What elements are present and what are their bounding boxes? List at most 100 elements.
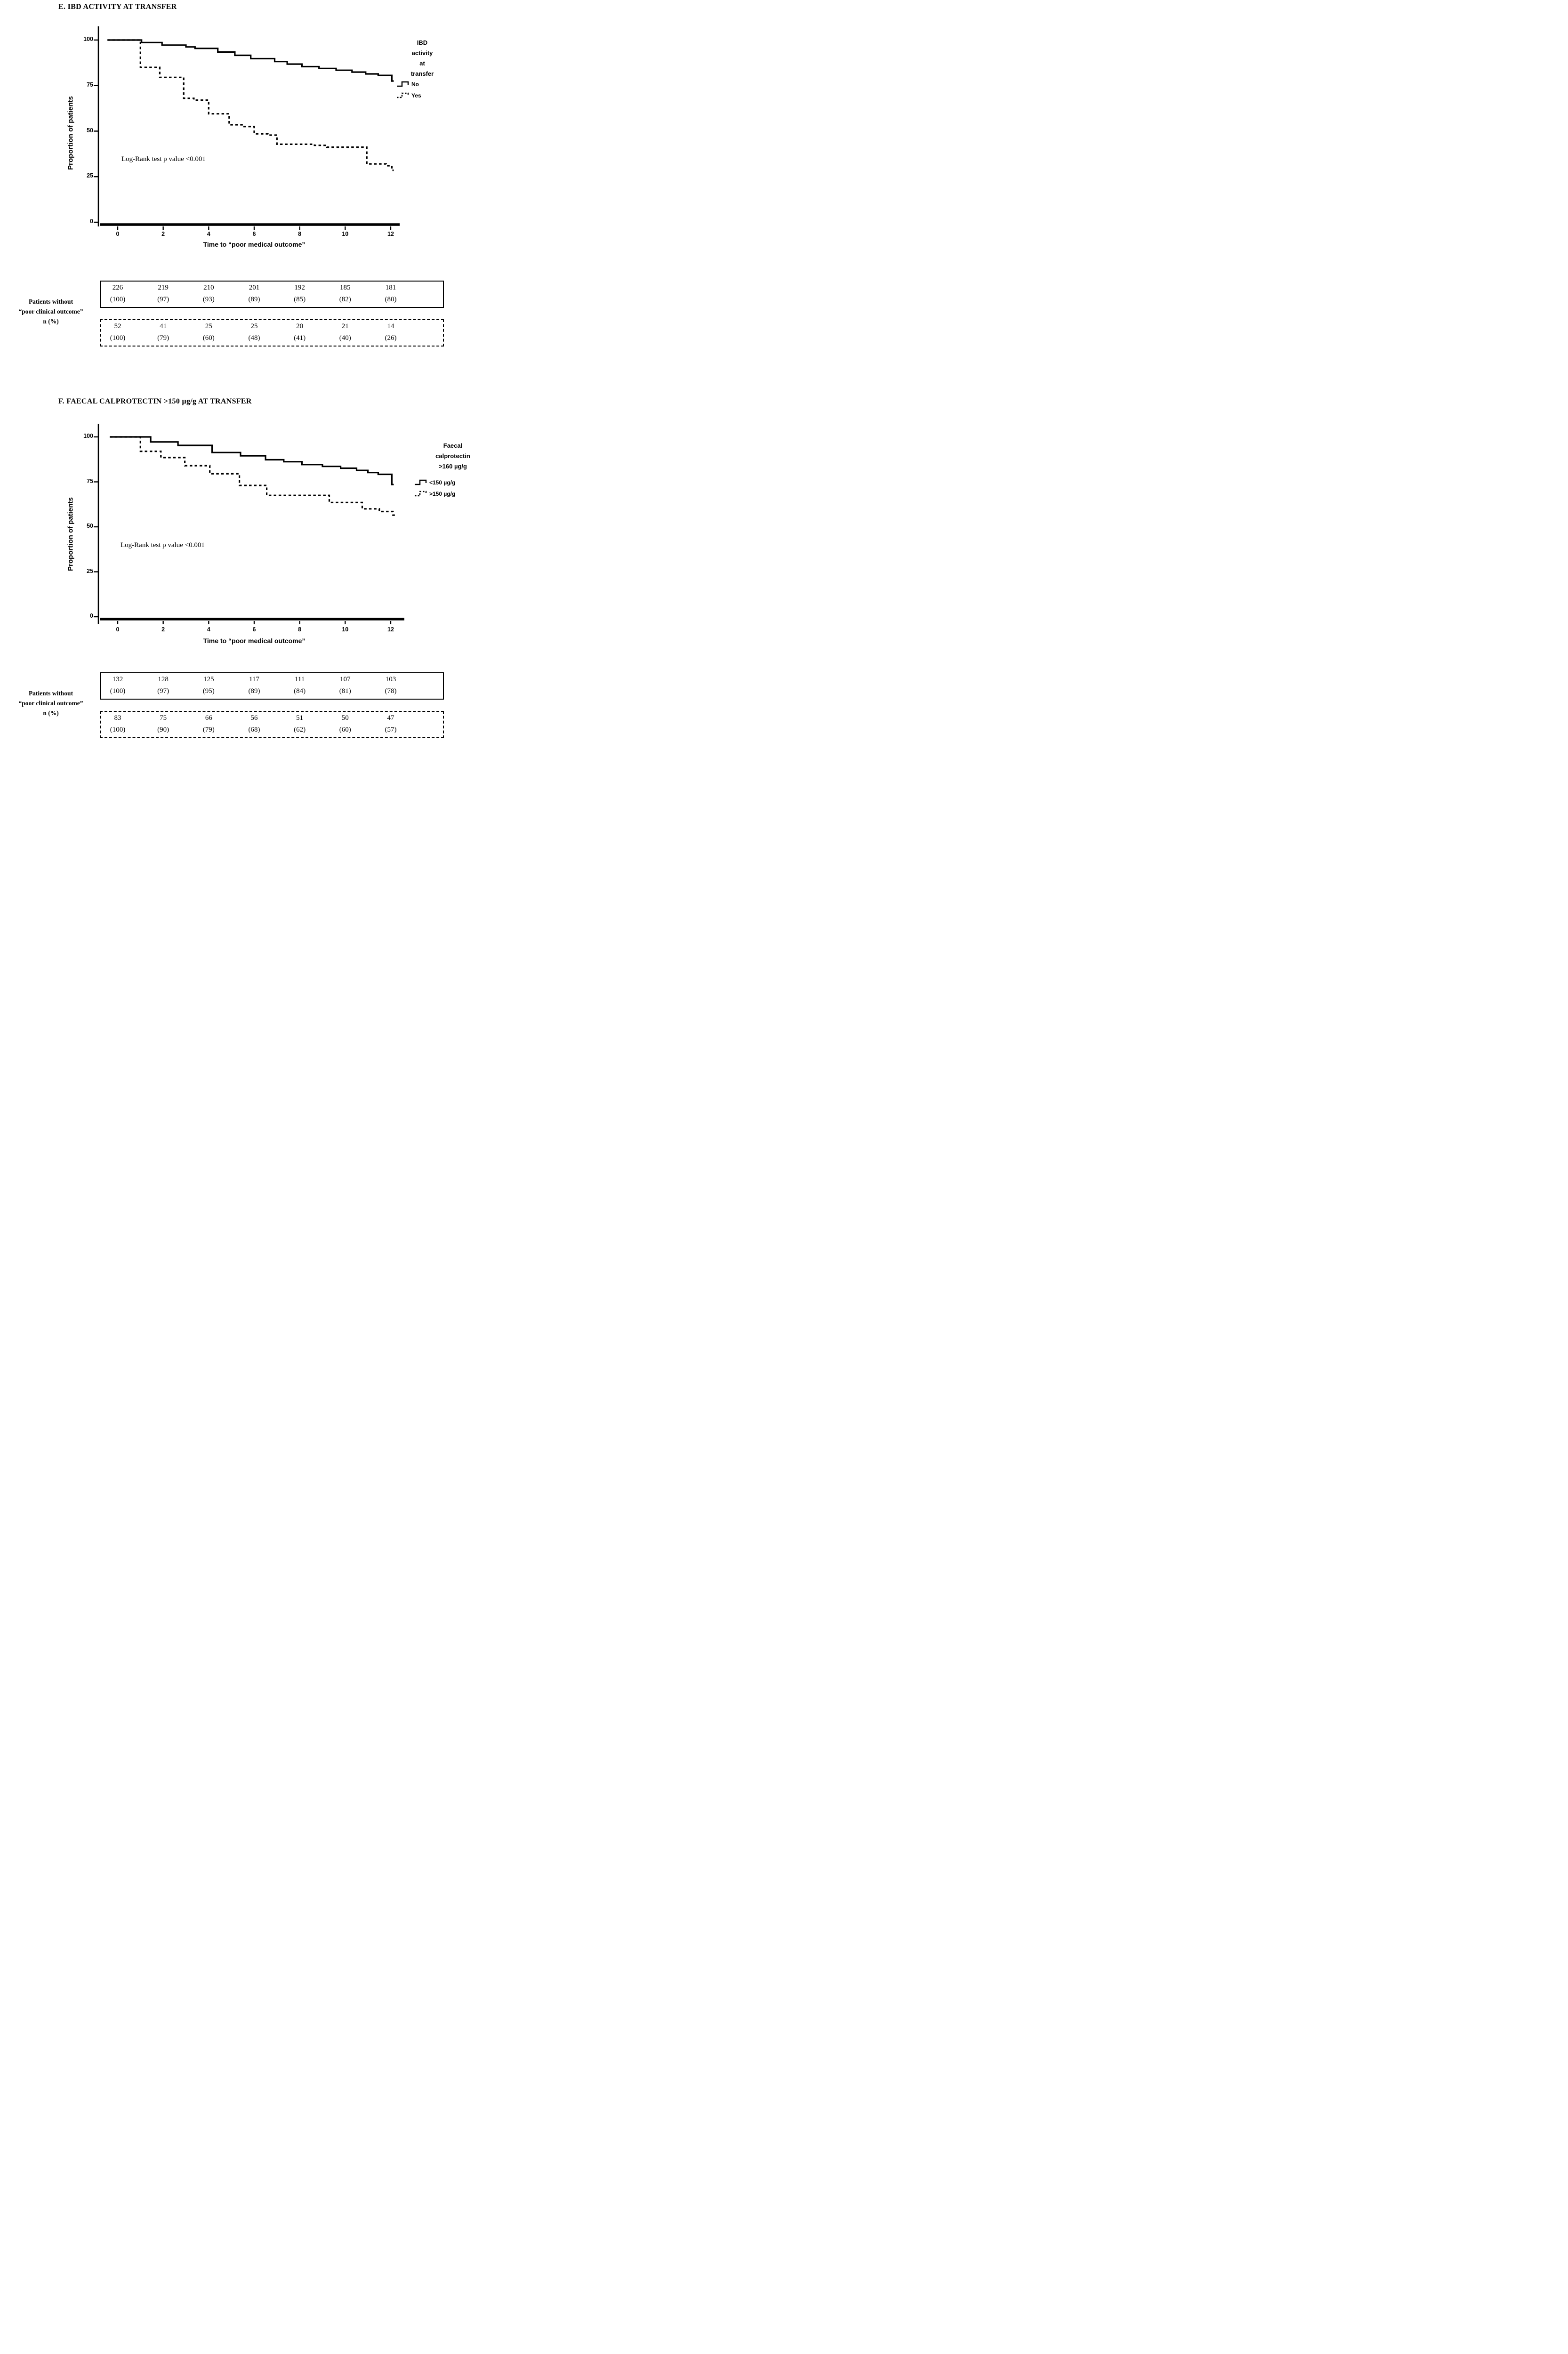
risk-n-value: 132 xyxy=(112,676,123,683)
panel-e-risk-cell-dashed: 41 (79) xyxy=(144,322,183,343)
panel-e-risk-cell-dashed: 21 (40) xyxy=(325,322,365,343)
panel-e-legend-title-line: IBD xyxy=(417,39,428,46)
risk-n-value: 52 xyxy=(114,322,121,330)
panel-e-legend-title-line: at xyxy=(419,60,425,67)
risk-pct-value: (82) xyxy=(339,296,351,303)
risk-pct-value: (85) xyxy=(294,296,306,303)
panel-e-y-tick-label: 50 xyxy=(87,127,93,134)
risk-pct-value: (97) xyxy=(157,296,169,303)
risk-pct-value: (60) xyxy=(202,334,215,342)
risk-n-value: 50 xyxy=(341,714,349,722)
panel-e-legend-item-dashed: Yes xyxy=(396,91,421,99)
panel-e-legend-item-solid: No xyxy=(396,80,419,88)
panel-e-risk-cell-solid: 210 (93) xyxy=(189,283,228,304)
panel-f-y-tick-label: 50 xyxy=(87,523,93,529)
panel-e-curve-dashed xyxy=(107,39,394,171)
panel-e-legend-title: IBD activity at transfer xyxy=(394,38,451,79)
risk-pct-value: (89) xyxy=(248,296,260,303)
panel-f-y-tick-label: 25 xyxy=(87,567,93,574)
panel-e-risk-cell-solid: 219 (97) xyxy=(144,283,183,304)
panel-e-y-axis-label: Proportion of patients xyxy=(66,96,75,170)
panel-e-x-tick-label: 0 xyxy=(116,231,120,237)
risk-pct-value: (80) xyxy=(385,296,397,303)
panel-e-x-tick-label: 10 xyxy=(342,231,349,237)
panel-e-x-tick-label: 8 xyxy=(298,231,302,237)
risk-n-value: 103 xyxy=(385,676,396,683)
panel-f-x-tick-label: 8 xyxy=(298,626,302,633)
risk-n-value: 83 xyxy=(114,714,121,722)
panel-e-y-tick-label: 25 xyxy=(87,172,93,179)
panel-f-risk-cell-solid: 111 (84) xyxy=(280,675,320,696)
risk-n-value: 14 xyxy=(387,322,394,330)
panel-f-legend-item-dashed: >150 µg/g xyxy=(414,490,455,498)
panel-e-legend-title-line: transfer xyxy=(410,70,434,77)
panel-f-risk-cell-solid: 132 (100) xyxy=(98,675,137,696)
risk-n-value: 47 xyxy=(387,714,394,722)
panel-f-risk-cell-dashed: 47 (57) xyxy=(371,713,410,734)
panel-e-x-tick-label: 2 xyxy=(161,231,165,237)
legend-line-solid-icon xyxy=(397,81,409,87)
risk-label-line: n (%) xyxy=(43,318,59,325)
panel-e-logrank-annotation: Log-Rank test p value <0.001 xyxy=(121,155,206,163)
panel-e-x-tick-label: 12 xyxy=(387,231,394,237)
panel-f-legend-item-solid: <150 µg/g xyxy=(414,478,455,486)
panel-f-x-tick-label: 10 xyxy=(342,626,349,633)
risk-pct-value: (100) xyxy=(110,296,126,303)
panel-e-y-tick-label: 0 xyxy=(90,218,93,225)
panel-e-risk-cell-dashed: 25 (60) xyxy=(189,322,228,343)
panel-e-risk-box-solid xyxy=(100,281,444,308)
panel-e-x-axis-label: Time to “poor medical outcome” xyxy=(203,241,306,248)
legend-line-dashed-icon xyxy=(397,92,409,98)
panel-f-legend-item-label: <150 µg/g xyxy=(429,479,456,486)
risk-pct-value: (78) xyxy=(385,687,397,695)
panel-f-risk-cell-solid: 107 (81) xyxy=(325,675,365,696)
panel-f-y-tick-label: 0 xyxy=(90,613,93,619)
panel-f-x-tick-label: 2 xyxy=(161,626,165,633)
panel-f-risk-cell-dashed: 56 (68) xyxy=(234,713,274,734)
panel-e-risk-cell-solid: 185 (82) xyxy=(325,283,365,304)
risk-pct-value: (48) xyxy=(248,334,260,342)
risk-pct-value: (60) xyxy=(339,726,351,734)
risk-n-value: 181 xyxy=(385,284,396,291)
risk-n-value: 51 xyxy=(296,714,304,722)
risk-n-value: 66 xyxy=(205,714,212,722)
panel-f-x-axis-label: Time to “poor medical outcome” xyxy=(203,637,306,645)
panel-f-risk-cell-dashed: 50 (60) xyxy=(325,713,365,734)
risk-label-line: “poor clinical outcome” xyxy=(18,700,83,707)
panel-f-y-tick-label: 75 xyxy=(87,477,93,484)
panel-f-x-tick-label: 0 xyxy=(116,626,120,633)
risk-n-value: 219 xyxy=(158,284,169,291)
legend-line-solid-icon xyxy=(415,479,427,485)
panel-f-x-tick-label: 6 xyxy=(252,626,256,633)
risk-n-value: 210 xyxy=(203,284,214,291)
panel-e-curve-solid xyxy=(107,39,394,82)
risk-pct-value: (79) xyxy=(202,726,215,734)
km-curves-svg xyxy=(94,26,404,624)
risk-pct-value: (79) xyxy=(157,334,169,342)
panel-e-risk-table-label: Patients without “poor clinical outcome”… xyxy=(1,297,101,326)
panel-e-risk-cell-solid: 226 (100) xyxy=(98,283,137,304)
risk-pct-value: (100) xyxy=(110,687,126,695)
panel-f-risk-cell-solid: 128 (97) xyxy=(144,675,183,696)
panel-e-risk-cell-solid: 201 (89) xyxy=(234,283,274,304)
panel-e-risk-cell-solid: 192 (85) xyxy=(280,283,320,304)
panel-f-legend-title-line: >160 µg/g xyxy=(439,463,467,470)
panel-e-x-tick-label: 6 xyxy=(252,231,256,237)
risk-pct-value: (26) xyxy=(385,334,397,342)
panel-f-x-tick-label: 12 xyxy=(387,626,394,633)
legend-line-dashed-icon xyxy=(415,491,427,497)
panel-e-risk-cell-dashed: 20 (41) xyxy=(280,322,320,343)
figure-canvas: E. IBD ACTIVITY AT TRANSFER Proportion o… xyxy=(0,0,482,744)
panel-e-legend-title-line: activity xyxy=(411,49,433,56)
panel-f-legend-title-line: Faecal xyxy=(443,442,463,449)
panel-e-legend-item-label: Yes xyxy=(411,92,421,99)
panel-e-title: E. IBD ACTIVITY AT TRANSFER xyxy=(58,3,177,11)
panel-e-risk-box-dashed xyxy=(100,319,444,347)
risk-pct-value: (93) xyxy=(202,296,215,303)
risk-n-value: 117 xyxy=(249,676,259,683)
risk-n-value: 192 xyxy=(294,284,305,291)
risk-n-value: 41 xyxy=(160,322,167,330)
risk-pct-value: (97) xyxy=(157,687,169,695)
risk-n-value: 125 xyxy=(203,676,214,683)
panel-f-y-tick-label: 100 xyxy=(83,433,93,439)
